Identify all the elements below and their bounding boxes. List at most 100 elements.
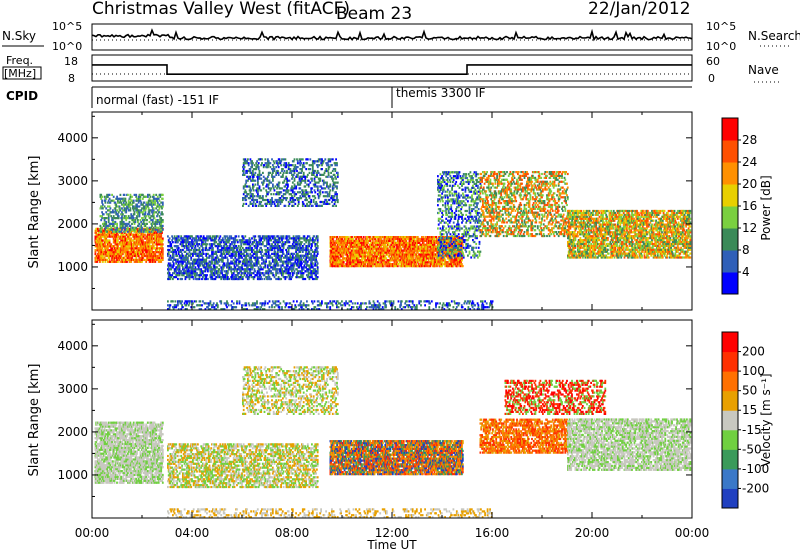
power-echo [193, 264, 195, 266]
power-echo [121, 234, 123, 236]
power-echo [110, 255, 112, 257]
power-echo [192, 245, 194, 247]
power-echo [159, 196, 161, 198]
power-echo [146, 251, 148, 253]
power-echo [138, 261, 140, 263]
power-echo [143, 221, 145, 223]
power-echo [127, 207, 129, 209]
power-echo [120, 198, 122, 200]
power-echo [115, 223, 117, 225]
power-echo [154, 202, 156, 204]
power-echo [190, 276, 192, 278]
power-echo [151, 245, 153, 247]
power-echo [202, 276, 204, 278]
power-echo [167, 268, 169, 270]
power-echo [123, 221, 125, 223]
power-echo [185, 251, 187, 253]
power-echo [105, 223, 107, 225]
power-echo [154, 241, 156, 243]
power-echo [187, 253, 189, 255]
power-echo [135, 253, 137, 255]
power-echo [195, 262, 197, 264]
power-echo [120, 202, 122, 204]
power-echo [157, 234, 159, 236]
power-echo [157, 202, 159, 204]
power-echo [187, 272, 189, 274]
power-echo [180, 259, 182, 261]
power-echo [117, 239, 119, 241]
power-echo [186, 268, 188, 270]
cpid-mode-themis: themis 3300 IF [396, 86, 486, 100]
power-echo [170, 274, 172, 276]
power-echo [117, 213, 119, 215]
power-echo [169, 249, 171, 251]
power-echo [138, 198, 140, 200]
power-echo [161, 227, 163, 229]
power-echo [107, 249, 109, 251]
power-echo [190, 272, 192, 274]
power-echo [100, 261, 102, 263]
power-echo [154, 253, 156, 255]
power-echo [188, 268, 190, 270]
power-echo [144, 238, 146, 240]
power-echo [152, 259, 154, 261]
power-echo [188, 255, 190, 257]
power-echo [138, 202, 140, 204]
power-echo [136, 236, 138, 238]
power-echo [193, 241, 195, 243]
power-echo [131, 257, 133, 259]
power-echo [135, 209, 137, 211]
power-echo [134, 227, 136, 229]
freq-panel [92, 55, 692, 81]
power-echo [130, 247, 132, 249]
power-echo [137, 221, 139, 223]
power-echo [145, 207, 147, 209]
power-echo [154, 225, 156, 227]
power-echo [126, 204, 128, 206]
power-echo [197, 249, 199, 251]
power-echo [173, 249, 175, 251]
power-echo [129, 238, 131, 240]
power-echo [190, 268, 192, 270]
power-echo [133, 239, 135, 241]
power-echo [188, 235, 190, 237]
power-echo [135, 238, 137, 240]
power-echo [140, 198, 142, 200]
power-echo [177, 237, 179, 239]
power-echo [187, 257, 189, 259]
freq-tick-bottom-left: 8 [68, 72, 75, 85]
power-echo [142, 217, 144, 219]
power-echo [107, 234, 109, 236]
power-echo [107, 247, 109, 249]
power-echo [125, 219, 127, 221]
power-echo [110, 261, 112, 263]
power-echo [152, 231, 154, 233]
power-echo [196, 274, 198, 276]
power-echo [146, 227, 148, 229]
power-echo [180, 235, 182, 237]
nsky-series-line [92, 30, 692, 39]
power-echo [135, 261, 137, 263]
power-echo [195, 259, 197, 261]
power-echo [118, 253, 120, 255]
power-echo [194, 243, 196, 245]
power-echo [175, 270, 177, 272]
power-echo [157, 221, 159, 223]
power-echo [119, 259, 121, 261]
power-echo [116, 209, 118, 211]
power-echo [168, 251, 170, 253]
power-echo [148, 207, 150, 209]
power-echo [192, 261, 194, 263]
power-echo [202, 241, 204, 243]
power-echo [162, 204, 164, 206]
power-echo [159, 207, 161, 209]
power-echo [168, 278, 170, 280]
power-echo [154, 223, 156, 225]
power-echo [184, 259, 186, 261]
power-echo [196, 272, 198, 274]
power-echo [162, 238, 164, 240]
power-echo [157, 231, 159, 233]
power-echo [115, 255, 117, 257]
power-echo [170, 262, 172, 264]
power-echo [158, 227, 160, 229]
